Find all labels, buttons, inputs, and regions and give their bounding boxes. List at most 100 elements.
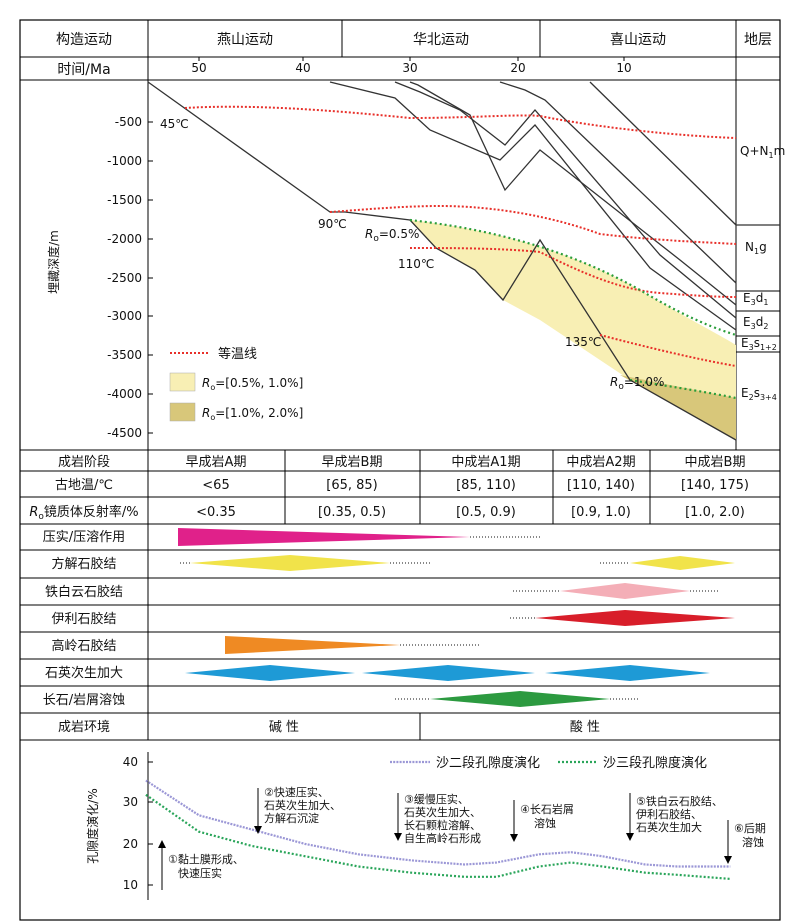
process-quartz-label: 石英次生加大 xyxy=(45,665,123,681)
stratum-ed2: E3d2 xyxy=(743,315,768,331)
ro-zone-low xyxy=(410,220,736,420)
legend-sha3: 沙三段孔隙度演化 xyxy=(603,755,707,771)
legend-isotherm: 等温线 xyxy=(218,346,257,362)
stage-cell: 中成岩A1期 xyxy=(451,455,520,470)
depth-axis-label: 埋藏深度/m xyxy=(46,230,61,294)
stage-cell: 早成岩A期 xyxy=(186,455,247,470)
stage-label: 成岩阶段 xyxy=(58,455,110,470)
temp-cell: [110, 140) xyxy=(567,478,635,493)
time-tick: 10 xyxy=(616,61,631,75)
depth-tick: -4000 xyxy=(107,387,142,401)
calcite-band-2 xyxy=(630,556,735,570)
depth-tick: -4500 xyxy=(107,426,142,440)
ro-cell: [0.5, 0.9) xyxy=(456,505,516,520)
ankerite-band xyxy=(560,583,690,599)
ro-cell: [1.0, 2.0) xyxy=(685,505,745,520)
yanshan-label: 燕山运动 xyxy=(217,32,273,48)
process-feldspar-label: 长石/岩屑溶蚀 xyxy=(43,693,125,708)
illite-band xyxy=(535,610,735,626)
isotherms xyxy=(184,105,737,367)
legend-sha2: 沙二段孔隙度演化 xyxy=(436,755,540,771)
note-5: ⑤铁白云石胶结、伊利石胶结、石英次生加大 xyxy=(636,794,723,834)
temp-cell: [85, 110) xyxy=(456,478,516,493)
porosity-tick: 30 xyxy=(123,795,138,809)
temp-cell: [65, 85) xyxy=(326,478,378,493)
ro-cell: [0.9, 1.0) xyxy=(571,505,631,520)
temp-90-label: 90℃ xyxy=(318,217,347,231)
porosity-tick: 40 xyxy=(123,755,138,769)
note-1: ①黏土膜形成、快速压实 xyxy=(168,852,244,880)
depth-tick: -3500 xyxy=(107,348,142,362)
ro-lines xyxy=(409,218,737,400)
depth-tick: -2000 xyxy=(107,232,142,246)
env-row: 成岩环境 碱 性 酸 性 xyxy=(20,713,780,741)
note-4: ④长石岩屑溶蚀 xyxy=(520,802,574,830)
ro-10-label: Ro=1.0% xyxy=(610,375,664,392)
outer-frame xyxy=(19,19,781,921)
huabei-label: 华北运动 xyxy=(413,32,469,48)
burial-history-plot: 埋藏深度/m -500 -1000 -1500 -2000 -2500 -300… xyxy=(20,80,785,451)
time-tick: 40 xyxy=(295,61,310,75)
legend-ro-range1: Ro=[0.5%, 1.0%] xyxy=(202,376,303,392)
series-line-sha3 xyxy=(145,793,731,880)
feldspar-band xyxy=(430,691,610,707)
process-kaolinite-label: 高岭石胶结 xyxy=(51,638,116,654)
ximalaya-label: 喜山运动 xyxy=(610,32,666,48)
time-tick: 20 xyxy=(510,61,525,75)
depth-tick: -1500 xyxy=(107,193,142,207)
ro-cell: <0.35 xyxy=(196,505,236,520)
quartz-band-3 xyxy=(545,665,710,681)
note-6: ⑥后期溶蚀 xyxy=(734,822,766,849)
calcite-band-1 xyxy=(190,555,390,571)
depth-tick: -500 xyxy=(115,115,142,129)
stratum-ng: N1g xyxy=(745,240,767,256)
kaolinite-wedge xyxy=(225,636,400,654)
quartz-band-1 xyxy=(185,665,355,681)
compaction-wedge xyxy=(178,528,470,546)
time-tick: 50 xyxy=(191,61,206,75)
temp-cell: <65 xyxy=(202,478,229,493)
depth-tick: -2500 xyxy=(107,271,142,285)
process-calcite-label: 方解石胶结 xyxy=(51,556,116,572)
burial-curves xyxy=(147,81,780,441)
stratum-es12: E3s1+2 xyxy=(741,336,777,352)
legend-ro-range2: Ro=[1.0%, 2.0%] xyxy=(202,406,303,422)
stratum-ed1: E3d1 xyxy=(743,291,768,307)
tectonic-label: 构造运动 xyxy=(56,32,112,48)
temp-label: 古地温/℃ xyxy=(55,478,113,493)
process-rows: 压实/压溶作用 方解石胶结 铁白云石胶结 伊利石胶结 高岭石胶结 石英次生加大 … xyxy=(20,524,780,714)
porosity-tick: 10 xyxy=(123,878,138,892)
strata-label: 地层 xyxy=(744,32,772,48)
stratum-es34: E2s3+4 xyxy=(741,386,777,402)
stratum-qnm: Q+N1m xyxy=(740,144,785,160)
ro-label: Ro镜质体反射率/% xyxy=(29,504,138,522)
ro-cell: [0.35, 0.5) xyxy=(318,505,386,520)
porosity-notes: ①黏土膜形成、快速压实 ②快速压实、石英次生加大、方解石沉淀 ③缓慢压实、石英次… xyxy=(158,785,766,890)
temp-45-label: 45℃ xyxy=(160,117,189,131)
env-alkaline: 碱 性 xyxy=(269,720,299,735)
temp-135-label: 135℃ xyxy=(565,335,601,349)
depth-tick: -1000 xyxy=(107,154,142,168)
note-2: ②快速压实、石英次生加大、方解石沉淀 xyxy=(264,785,341,825)
process-compaction-label: 压实/压溶作用 xyxy=(43,530,125,545)
time-label: 时间/Ma xyxy=(57,62,110,78)
porosity-axis-label: 孔隙度演化/% xyxy=(85,788,100,863)
temp-cell: [140, 175) xyxy=(681,478,749,493)
strata-labels: Q+N1m N1g E3d1 E3d2 E3s1+2 E2s3+4 xyxy=(740,144,785,402)
depth-tick: -3000 xyxy=(107,309,142,323)
process-illite-label: 伊利石胶结 xyxy=(51,611,116,627)
ro-05-label: Ro=0.5% xyxy=(365,227,419,244)
stage-cell: 早成岩B期 xyxy=(322,455,383,470)
temp-110-label: 110℃ xyxy=(398,257,434,271)
process-ankerite-label: 铁白云石胶结 xyxy=(45,584,123,600)
diagenesis-table: 成岩阶段 早成岩A期 早成岩B期 中成岩A1期 中成岩A2期 中成岩B期 古地温… xyxy=(20,450,780,525)
note-3: ③缓慢压实、石英次生加大、长石颗粒溶解、自生高岭石形成 xyxy=(404,792,481,845)
porosity-tick: 20 xyxy=(123,837,138,851)
header: 构造运动 燕山运动 华北运动 喜山运动 地层 时间/Ma 50 40 30 20… xyxy=(20,20,780,450)
quartz-band-2 xyxy=(362,665,535,681)
env-acidic: 酸 性 xyxy=(570,720,600,735)
env-label: 成岩环境 xyxy=(58,720,110,735)
series-line-sha2 xyxy=(145,779,731,868)
porosity-chart: 孔隙度演化/% 40 30 20 10 沙二段孔隙度演化 沙三段孔隙度演化 ①黏… xyxy=(85,752,766,900)
